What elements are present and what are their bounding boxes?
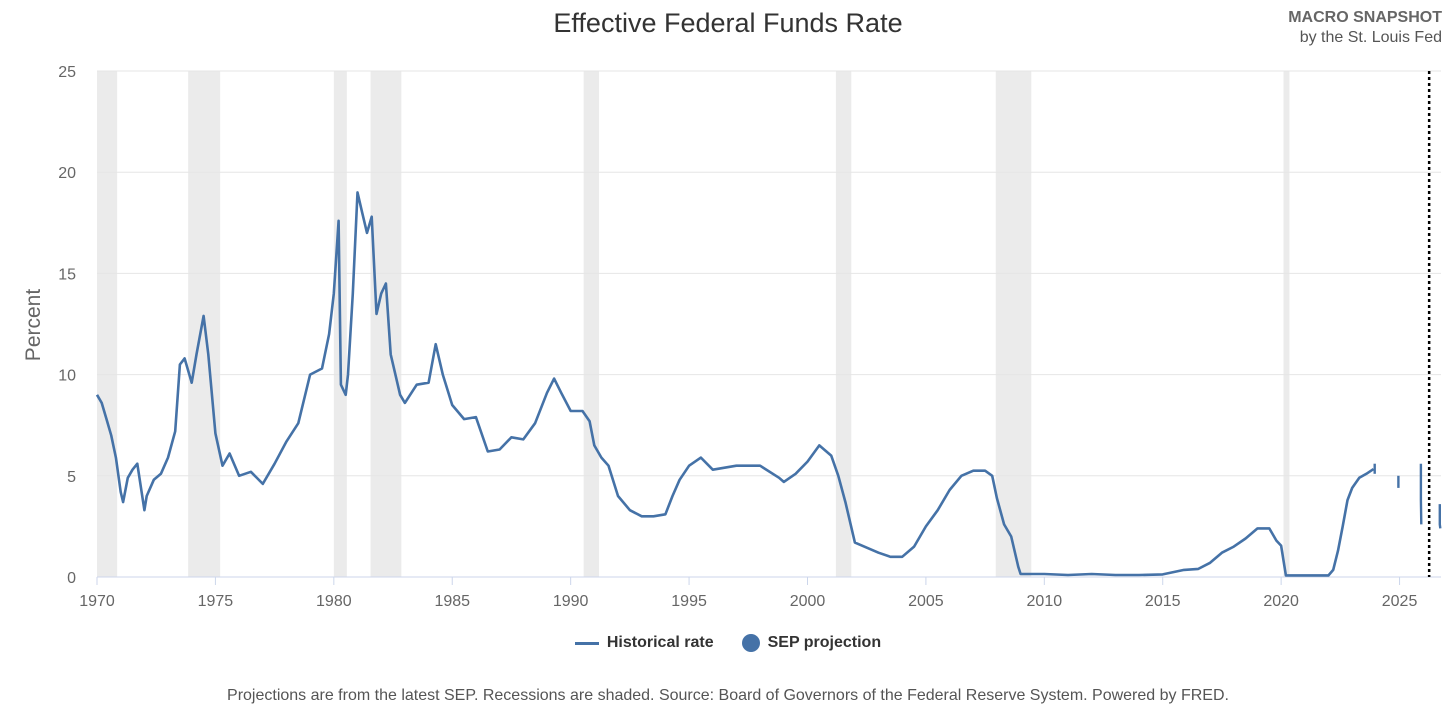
y-tick-label: 5 — [67, 469, 76, 486]
x-tick-label: 1985 — [434, 593, 470, 610]
chart-title: Effective Federal Funds Rate — [553, 8, 903, 38]
historical-rate-line — [95, 191, 1375, 577]
recession-band — [835, 71, 852, 577]
y-tick-label: 0 — [67, 570, 76, 587]
legend-label-projection: SEP projection — [767, 634, 882, 651]
recession-band — [583, 71, 600, 577]
x-tick-label: 1975 — [198, 593, 234, 610]
recession-band — [1283, 71, 1290, 577]
y-tick-label: 10 — [58, 368, 76, 385]
x-tick-label: 2005 — [908, 593, 944, 610]
legend: Historical rate SEP projection — [0, 634, 1456, 652]
footnote: Projections are from the latest SEP. Rec… — [227, 687, 1229, 704]
recession-band — [370, 71, 402, 577]
legend-item-projection[interactable]: SEP projection — [741, 634, 882, 652]
x-tick-label: 1990 — [553, 593, 589, 610]
legend-line-icon — [574, 641, 599, 645]
brand-name: MACRO SNAPSHOT — [1288, 9, 1442, 26]
y-tick-label: 20 — [58, 165, 76, 182]
x-tick-label: 1995 — [671, 593, 707, 610]
x-tick-label: 1980 — [316, 593, 352, 610]
legend-label-historical: Historical rate — [606, 634, 714, 651]
brand-block: MACRO SNAPSHOT by the St. Louis Fed — [1288, 8, 1442, 48]
recession-band — [97, 71, 118, 577]
x-tick-label: 1970 — [79, 593, 115, 610]
y-tick-label: 15 — [58, 266, 76, 283]
y-tick-label: 25 — [58, 64, 76, 81]
x-tick-label: 2010 — [1027, 593, 1063, 610]
legend-item-historical[interactable]: Historical rate — [574, 634, 714, 652]
recession-band — [995, 71, 1032, 577]
x-tick-label: 2000 — [790, 593, 826, 610]
legend-dot-icon — [741, 634, 760, 652]
brand-subtitle: by the St. Louis Fed — [1299, 29, 1442, 46]
sep-projection-segment — [1438, 504, 1442, 529]
x-tick-label: 2020 — [1263, 593, 1299, 610]
x-tick-label: 2025 — [1382, 593, 1418, 610]
x-tick-label: 2015 — [1145, 593, 1181, 610]
